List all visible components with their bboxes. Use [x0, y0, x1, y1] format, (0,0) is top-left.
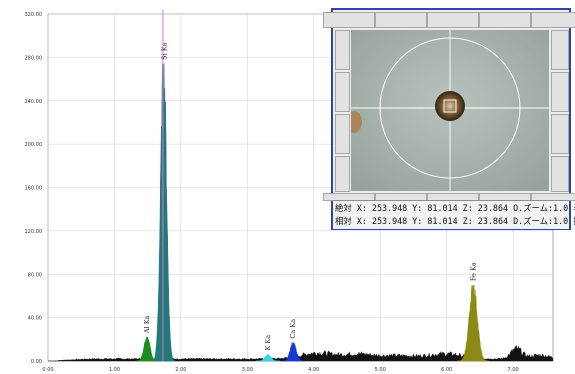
peak-ca-ka: [280, 342, 306, 362]
x-tick-label: 0.00: [42, 367, 53, 373]
peak-label: Ca Ka: [289, 319, 297, 339]
y-tick-label: 200.00: [25, 142, 43, 148]
y-tick-label: 120.00: [25, 229, 43, 235]
stage-tile: [323, 12, 375, 28]
stage-tile: [335, 72, 350, 112]
stage-tile: [551, 72, 569, 112]
stage-tile: [335, 30, 350, 70]
y-tick-label: 280.00: [25, 55, 43, 61]
analysis-point-marker: [443, 99, 457, 113]
x-tick-label: 3.00: [242, 367, 253, 373]
peak-fe-ka: [457, 284, 490, 362]
camera-inset: 絶対 X: 253.948 Y: 81.014 Z: 23.864 O.ズーム:…: [323, 8, 575, 230]
peak-label: Fe Ka: [469, 262, 477, 281]
peak-label: Al Ka: [143, 315, 151, 334]
sample-particle: [351, 111, 362, 133]
relative-coordinates: 相対 X: 253.948 Y: 81.014 Z: 23.864 D.ズーム:…: [335, 216, 575, 226]
y-tick-label: 240.00: [25, 99, 43, 105]
stage-tile: [479, 12, 531, 28]
x-tick-label: 1.00: [109, 367, 120, 373]
stage-tile: [551, 114, 569, 154]
sample-grain: [435, 91, 465, 121]
x-tick-label: 2.00: [175, 367, 186, 373]
stage-tile: [551, 156, 569, 192]
camera-view[interactable]: [351, 30, 549, 191]
x-tick-label: 5.00: [375, 367, 386, 373]
y-tick-label: 80.00: [28, 272, 42, 278]
stage-tile: [531, 12, 575, 28]
peak-si-ka: [151, 63, 176, 362]
coordinate-readout: 絶対 X: 253.948 Y: 81.014 Z: 23.864 O.ズーム:…: [333, 200, 575, 229]
y-tick-label: 0.00: [31, 359, 42, 365]
stage-tile: [375, 12, 427, 28]
absolute-coordinates: 絶対 X: 253.948 Y: 81.014 Z: 23.864 O.ズーム:…: [335, 203, 575, 213]
y-tick-label: 40.00: [28, 316, 42, 322]
peak-label: Si Ka: [161, 42, 169, 59]
stage-tile: [335, 156, 350, 192]
peak-k-ka: [255, 354, 280, 362]
x-tick-label: 6.00: [441, 367, 452, 373]
y-tick-label: 160.00: [25, 186, 43, 192]
x-tick-label: 4.00: [308, 367, 319, 373]
stage-tile: [427, 12, 479, 28]
peak-label: K Ka: [264, 335, 272, 351]
stage-tile: [551, 30, 569, 70]
x-tick-label: 7.00: [508, 367, 519, 373]
camera-image: [351, 30, 549, 191]
stage-tile: [335, 114, 350, 154]
y-tick-label: 320.00: [25, 12, 43, 18]
